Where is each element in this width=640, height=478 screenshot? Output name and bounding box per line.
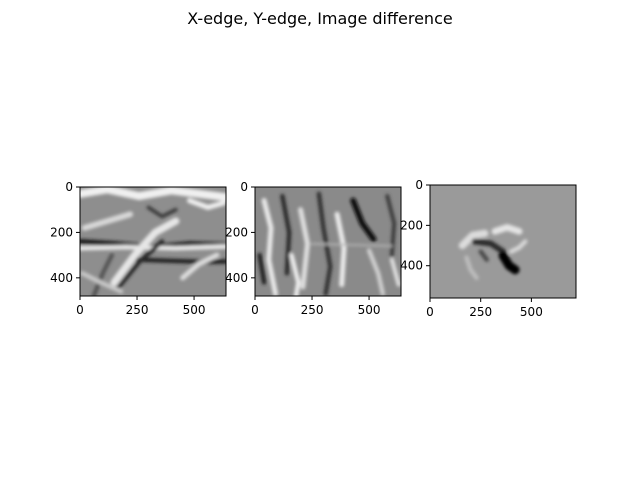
- y-tick-label: 200: [400, 218, 423, 232]
- image-stroke: [385, 194, 397, 258]
- image-heatmap: [255, 187, 401, 296]
- x-tick-label: 500: [520, 305, 543, 319]
- image-stroke: [257, 252, 267, 285]
- figure-suptitle: X-edge, Y-edge, Image difference: [187, 9, 452, 28]
- x-tick-label: 500: [358, 303, 381, 317]
- axes-panel-2: 0 250 500 0 200 400: [225, 180, 402, 317]
- image-stroke: [491, 224, 523, 235]
- axes-panel-1: 0 250 500 0 200 400: [50, 180, 227, 317]
- image-stroke: [91, 252, 115, 296]
- panels: 0 250 500 0 200 400 0 250 500 0 200 400 0 250 500 0 200 4…: [50, 178, 577, 319]
- image-stroke: [180, 252, 220, 281]
- axes-frame: [79, 186, 227, 297]
- image-stroke: [471, 238, 506, 255]
- image-texture: [80, 187, 226, 296]
- y-tick-label: 0: [65, 180, 73, 194]
- image-stroke: [280, 193, 292, 276]
- x-tick-label: 0: [426, 305, 434, 319]
- axes-frame: [429, 184, 577, 299]
- y-tick-label: 0: [240, 180, 248, 194]
- image-stroke: [81, 211, 134, 231]
- x-tick-label: 500: [183, 303, 206, 317]
- y-tick-label: 400: [50, 271, 73, 285]
- image-base: [430, 185, 576, 298]
- image-stroke: [80, 244, 226, 251]
- x-tick-label: 0: [251, 303, 259, 317]
- image-heatmap: [80, 187, 226, 296]
- x-tick-label: 0: [76, 303, 84, 317]
- image-stroke: [350, 197, 377, 243]
- image-stroke: [116, 239, 165, 290]
- image-stroke: [458, 229, 489, 250]
- image-stroke: [298, 207, 311, 290]
- y-tick-label: 200: [50, 225, 73, 239]
- image-stroke: [478, 249, 489, 262]
- image-stroke: [134, 257, 226, 265]
- axes-panel-3: 0 250 500 0 200 400: [400, 178, 577, 319]
- image-heatmap: [430, 185, 576, 298]
- image-stroke: [186, 198, 226, 210]
- image-stroke: [146, 205, 178, 219]
- image-stroke: [311, 242, 393, 247]
- y-tick-label: 200: [225, 225, 248, 239]
- image-texture: [458, 224, 528, 280]
- image-stroke: [366, 248, 385, 296]
- image-stroke: [389, 257, 401, 287]
- image-stroke: [289, 252, 301, 296]
- axes-frame: [254, 186, 402, 297]
- image-stroke: [110, 217, 180, 287]
- y-tick-label: 400: [400, 259, 423, 273]
- image-stroke: [464, 255, 479, 280]
- x-tick-label: 250: [301, 303, 324, 317]
- x-tick-label: 250: [469, 305, 492, 319]
- image-texture: [257, 191, 401, 296]
- image-stroke: [80, 271, 124, 294]
- image-stroke: [261, 198, 279, 296]
- y-tick-label: 0: [415, 178, 423, 192]
- image-stroke: [316, 191, 333, 296]
- image-stroke: [334, 211, 347, 288]
- image-stroke: [508, 239, 528, 254]
- y-tick-label: 400: [225, 271, 248, 285]
- image-stroke: [498, 251, 520, 275]
- image-stroke: [80, 187, 226, 202]
- x-tick-label: 250: [126, 303, 149, 317]
